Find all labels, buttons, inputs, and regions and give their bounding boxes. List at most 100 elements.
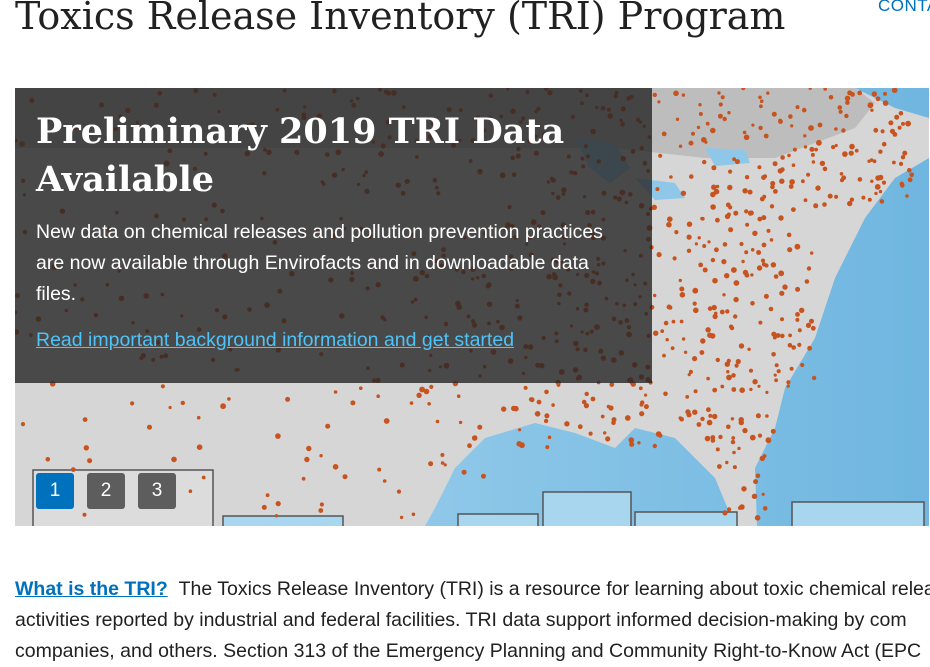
facility-dot [712,313,718,320]
facility-dot [787,343,793,348]
facility-dot [713,311,718,316]
facility-dot [762,454,767,458]
facility-dot [822,166,828,172]
facility-dot [678,144,683,148]
facility-dot [660,329,665,333]
facility-dot [359,386,363,391]
facility-dot [669,175,673,179]
facility-dot [889,128,896,134]
facility-dot [712,413,718,420]
facility-dot [737,446,741,451]
intro-line-3: companies, and others. Section 313 of th… [15,640,922,662]
facility-dot [730,417,735,421]
facility-dot [702,267,708,273]
caption-text: New data on chemical releases and pollut… [36,221,603,305]
facility-dot [780,317,784,322]
facility-dot [742,188,748,194]
facility-dot [319,502,324,507]
pager-button-1[interactable]: 1 [36,473,74,509]
facility-dot [804,279,810,284]
facility-dot [689,174,694,179]
facility-dot [772,161,778,167]
facility-dot [714,247,719,253]
facility-dot [698,103,702,107]
facility-dot [675,117,680,121]
facility-dot [765,414,769,418]
caption-title: Preliminary 2019 TRI Data Available [36,111,565,200]
facility-dot [709,333,716,339]
facility-dot [687,373,691,377]
facility-dot [304,456,310,463]
facility-dot [754,515,761,521]
facility-dot [45,457,51,462]
facility-dot [583,403,590,409]
facility-dot [409,401,414,405]
facility-dot [909,172,914,178]
facility-dot [766,91,770,95]
facility-dot [771,331,777,337]
facility-dot [762,194,767,199]
facility-dot [590,396,596,402]
facility-dot [440,461,445,465]
contact-link[interactable]: CONTA [878,0,930,15]
facility-dot [715,217,720,223]
facility-dot [461,469,467,475]
facility-dot [787,153,791,158]
facility-dot [742,130,747,135]
facility-dot [761,262,767,267]
facility-dot [523,385,528,390]
what-is-tri-link[interactable]: What is the TRI? [15,578,168,600]
facility-dot [679,286,685,292]
pager-button-3[interactable]: 3 [138,473,176,509]
facility-dot [750,248,755,252]
facility-dot [777,168,783,174]
facility-dot [744,209,749,214]
facility-dot [733,314,738,319]
facility-dot [728,324,734,329]
facility-dot [698,112,703,116]
facility-dot [745,222,750,227]
facility-dot [435,419,440,424]
facility-dot [662,353,666,358]
facility-dot [686,248,692,253]
facility-dot [788,333,792,338]
facility-dot [722,116,727,122]
facility-dot [806,266,812,271]
facility-dot [728,169,733,174]
facility-dot [742,427,748,434]
facility-dot [788,114,793,119]
facility-dot [332,464,339,470]
carousel-pager: 1 2 3 [36,473,176,509]
facility-dot [706,419,713,426]
facility-dot [902,150,908,156]
facility-dot [722,293,726,297]
facility-dot [873,127,879,133]
facility-dot [707,306,713,311]
facility-dot [769,238,774,242]
facility-dot [692,287,699,294]
facility-dot [416,392,422,398]
facility-dot [743,134,750,141]
background-info-link[interactable]: Read important background information an… [36,329,515,351]
facility-dot [692,409,698,415]
facility-dot [731,387,737,392]
facility-dot [734,363,739,368]
facility-dot [678,278,682,283]
facility-dot [624,415,631,421]
facility-dot [803,134,807,138]
facility-dot [705,121,710,126]
facility-dot [726,424,731,430]
facility-dot [741,486,747,492]
pager-button-2[interactable]: 2 [87,473,125,509]
facility-dot [726,358,731,363]
facility-dot [786,384,790,388]
facility-dot [838,109,843,114]
facility-dot [730,439,736,445]
facility-dot [867,197,872,202]
facility-dot [443,463,447,467]
facility-dot [882,100,889,106]
facility-dot [605,436,611,442]
facility-dot [679,292,686,298]
facility-dot [809,146,815,152]
facility-dot [770,262,777,268]
